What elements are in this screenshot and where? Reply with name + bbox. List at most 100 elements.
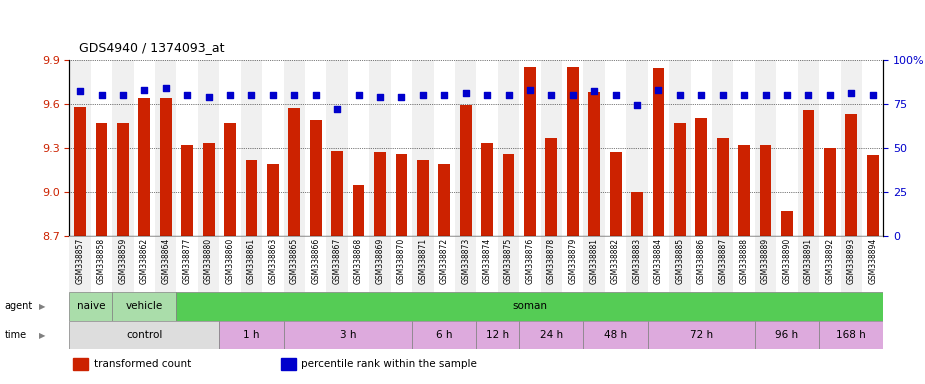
Bar — [669, 236, 691, 292]
Bar — [434, 60, 455, 236]
Bar — [434, 236, 455, 292]
Point — [480, 92, 495, 98]
Text: 3 h: 3 h — [339, 330, 356, 340]
Point — [544, 92, 559, 98]
Point — [158, 85, 173, 91]
Bar — [546, 137, 557, 236]
Bar — [284, 321, 413, 349]
Text: GSM338888: GSM338888 — [740, 238, 748, 284]
Text: GDS4940 / 1374093_at: GDS4940 / 1374093_at — [79, 41, 224, 54]
Bar — [605, 60, 626, 236]
Bar — [240, 60, 262, 236]
Bar — [69, 292, 112, 321]
Bar — [413, 321, 476, 349]
Bar — [691, 236, 712, 292]
Bar — [69, 321, 219, 349]
Bar — [481, 144, 493, 236]
Bar — [155, 236, 177, 292]
Point — [672, 92, 687, 98]
Text: control: control — [126, 330, 163, 340]
Bar — [803, 109, 814, 236]
Text: GSM338872: GSM338872 — [439, 238, 449, 284]
Bar — [460, 105, 472, 236]
Bar — [117, 123, 129, 236]
Bar — [417, 160, 428, 236]
Text: vehicle: vehicle — [126, 301, 163, 311]
Bar — [669, 60, 691, 236]
Point — [223, 92, 238, 98]
Text: 12 h: 12 h — [487, 330, 510, 340]
Text: 24 h: 24 h — [540, 330, 563, 340]
Text: GSM338884: GSM338884 — [654, 238, 663, 284]
Text: GSM338868: GSM338868 — [354, 238, 363, 284]
Bar — [755, 321, 820, 349]
Bar — [476, 321, 519, 349]
Point — [630, 103, 645, 109]
Text: GSM338861: GSM338861 — [247, 238, 256, 284]
Text: GSM338892: GSM338892 — [825, 238, 834, 284]
Bar — [605, 236, 626, 292]
Bar — [755, 60, 776, 236]
Bar — [841, 60, 862, 236]
Text: 72 h: 72 h — [690, 330, 713, 340]
Bar — [820, 60, 841, 236]
Bar — [712, 60, 734, 236]
Point — [329, 106, 344, 112]
Bar — [219, 60, 240, 236]
Point — [609, 92, 623, 98]
Text: GSM338878: GSM338878 — [547, 238, 556, 284]
Bar — [73, 358, 88, 370]
Bar — [562, 236, 584, 292]
Bar — [327, 60, 348, 236]
Point — [308, 92, 323, 98]
Point — [736, 92, 751, 98]
Text: GSM338886: GSM338886 — [697, 238, 706, 284]
Point — [73, 88, 88, 94]
Bar — [305, 60, 327, 236]
Text: GSM338866: GSM338866 — [311, 238, 320, 284]
Text: 1 h: 1 h — [243, 330, 260, 340]
Text: GSM338864: GSM338864 — [161, 238, 170, 284]
Bar — [348, 60, 369, 236]
Point — [822, 92, 837, 98]
Point — [715, 92, 730, 98]
Text: GSM338871: GSM338871 — [418, 238, 427, 284]
Bar — [112, 60, 133, 236]
Bar — [160, 98, 172, 236]
Bar — [224, 123, 236, 236]
Text: GSM338873: GSM338873 — [462, 238, 470, 284]
Text: GSM338891: GSM338891 — [804, 238, 813, 284]
Text: GSM338890: GSM338890 — [783, 238, 792, 284]
Bar — [112, 292, 177, 321]
Bar — [776, 236, 797, 292]
Bar — [610, 152, 622, 236]
Bar — [198, 60, 219, 236]
Bar — [781, 211, 793, 236]
Text: ▶: ▶ — [39, 302, 45, 311]
Text: GSM338859: GSM338859 — [118, 238, 128, 284]
Bar — [519, 236, 540, 292]
Point — [244, 92, 259, 98]
Bar — [310, 120, 322, 236]
Bar — [820, 321, 883, 349]
Bar — [734, 60, 755, 236]
Point — [801, 92, 816, 98]
Bar — [776, 60, 797, 236]
Point — [523, 86, 537, 93]
Bar — [841, 236, 862, 292]
Text: time: time — [5, 330, 27, 340]
Bar — [413, 60, 434, 236]
Bar — [139, 98, 150, 236]
Point — [458, 90, 473, 96]
Text: GSM338858: GSM338858 — [97, 238, 106, 284]
Bar — [717, 137, 729, 236]
Bar — [524, 67, 536, 236]
Bar — [133, 236, 155, 292]
Bar — [519, 321, 584, 349]
Bar — [133, 60, 155, 236]
Bar — [588, 92, 600, 236]
Text: GSM338857: GSM338857 — [76, 238, 84, 284]
Text: GSM338876: GSM338876 — [525, 238, 535, 284]
Bar — [797, 60, 820, 236]
Text: 168 h: 168 h — [836, 330, 866, 340]
